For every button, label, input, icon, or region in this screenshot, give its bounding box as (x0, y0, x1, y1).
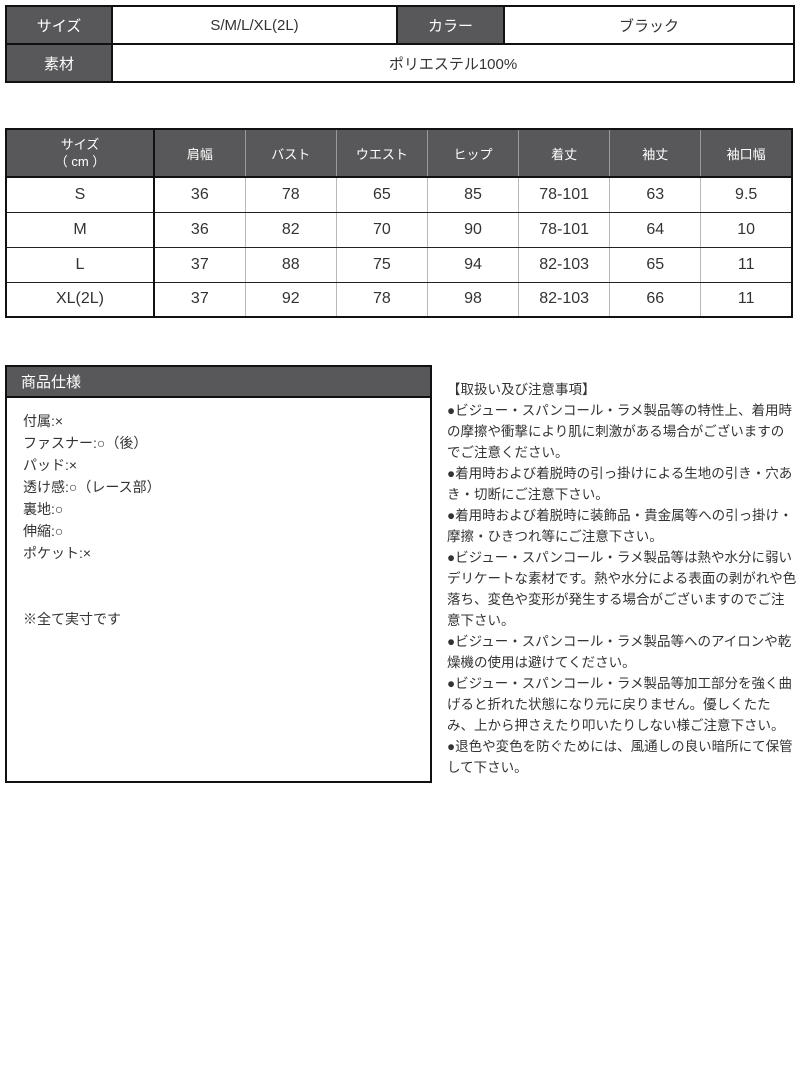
size-chart-cell: 82-103 (518, 281, 611, 318)
size-chart-cell: 65 (335, 176, 428, 213)
spec-item-pad: パッド:× (23, 457, 78, 473)
handling-note-item: ●ビジュー・スパンコール・ラメ製品等は熱や水分に弱いデリケートな素材です。熱や水… (447, 550, 797, 628)
size-chart-cell: 11 (700, 246, 793, 283)
handling-note-item: ●ビジュー・スパンコール・ラメ製品等の特性上、着用時の摩擦や衝撃により肌に刺激が… (447, 403, 792, 460)
size-chart-header-shoulder: 肩幅 (153, 129, 246, 178)
size-chart-row-l: L 37 88 75 94 82-103 65 11 (5, 246, 793, 283)
spec-item-lining: 裏地:○ (23, 501, 64, 517)
info-row-material: 素材 ポリエステル100% (5, 43, 795, 83)
product-info-table: サイズ S/M/L/XL(2L) カラー ブラック 素材 ポリエステル100% (5, 5, 795, 83)
size-chart-cell: S (5, 176, 155, 213)
size-chart-cell: 66 (609, 281, 702, 318)
spec-box-body: 付属:× ファスナー:○（後） パッド:× 透け感:○（レース部） 裏地:○ 伸… (7, 398, 430, 642)
spec-item-zipper: ファスナー:○（後） (23, 435, 148, 451)
size-chart-cell: 36 (153, 211, 246, 248)
handling-notes-title: 【取扱い及び注意事項】 (447, 382, 596, 397)
size-chart-cell: 82 (244, 211, 337, 248)
size-chart-header-sleeve: 袖丈 (609, 129, 702, 178)
info-row-size-color: サイズ S/M/L/XL(2L) カラー ブラック (5, 5, 795, 45)
size-chart-row-s: S 36 78 65 85 78-101 63 9.5 (5, 176, 793, 213)
size-chart-cell: L (5, 246, 155, 283)
size-chart-cell: 78 (244, 176, 337, 213)
material-label-cell: 素材 (5, 43, 113, 83)
size-chart-cell: 37 (153, 246, 246, 283)
spec-item-pocket: ポケット:× (23, 545, 92, 561)
size-chart-cell: 11 (700, 281, 793, 318)
size-chart-cell: 78-101 (518, 211, 611, 248)
product-spec-box: 商品仕様 付属:× ファスナー:○（後） パッド:× 透け感:○（レース部） 裏… (5, 365, 432, 783)
size-chart-table: サイズ （ cm ） 肩幅 バスト ウエスト ヒップ 着丈 袖丈 袖口幅 S 3… (5, 128, 793, 318)
size-chart-cell: 98 (426, 281, 520, 318)
size-label-cell: サイズ (5, 5, 113, 45)
size-chart-header-size-line2: （ cm ） (54, 154, 106, 169)
handling-note-item: ●着用時および着脱時の引っ掛けによる生地の引き・穴あき・切断にご注意下さい。 (447, 466, 793, 502)
size-chart-cell: 78 (335, 281, 428, 318)
handling-notes: 【取扱い及び注意事項】 ●ビジュー・スパンコール・ラメ製品等の特性上、着用時の摩… (447, 379, 797, 778)
color-label-cell: カラー (396, 5, 505, 45)
size-chart-header-row: サイズ （ cm ） 肩幅 バスト ウエスト ヒップ 着丈 袖丈 袖口幅 (5, 129, 793, 178)
size-chart-cell: 64 (609, 211, 702, 248)
size-chart-cell: M (5, 211, 155, 248)
size-chart-cell: 10 (700, 211, 793, 248)
handling-note-item: ●ビジュー・スパンコール・ラメ製品等加工部分を強く曲げると折れた状態になり元に戻… (447, 676, 792, 733)
size-chart-cell: 9.5 (700, 176, 793, 213)
spec-item-sheerness: 透け感:○（レース部） (23, 479, 161, 495)
handling-note-item: ●ビジュー・スパンコール・ラメ製品等へのアイロンや乾燥機の使用は避けてください。 (447, 634, 792, 670)
size-chart-cell: 75 (335, 246, 428, 283)
size-chart-cell: XL(2L) (5, 281, 155, 318)
size-chart-cell: 78-101 (518, 176, 611, 213)
size-value-cell: S/M/L/XL(2L) (111, 5, 398, 45)
size-chart-header-size-cm: サイズ （ cm ） (5, 129, 155, 178)
size-chart-cell: 63 (609, 176, 702, 213)
spec-box-title: 商品仕様 (7, 367, 430, 398)
handling-note-item: ●退色や変色を防ぐためには、風通しの良い暗所にて保管して下さい。 (447, 739, 793, 775)
size-chart-cell: 37 (153, 281, 246, 318)
spec-item-stretch: 伸縮:○ (23, 523, 64, 539)
material-value-cell: ポリエステル100% (111, 43, 795, 83)
handling-note-item: ●着用時および着脱時に装飾品・貴金属等への引っ掛け・摩擦・ひきつれ等にご注意下さ… (447, 508, 793, 544)
size-chart-cell: 94 (426, 246, 520, 283)
spec-measurement-note: ※全て実寸です (23, 611, 121, 627)
size-chart-header-length: 着丈 (518, 129, 611, 178)
size-chart-cell: 65 (609, 246, 702, 283)
size-chart-header-waist: ウエスト (335, 129, 428, 178)
size-chart-row-m: M 36 82 70 90 78-101 64 10 (5, 211, 793, 248)
size-chart-row-xl: XL(2L) 37 92 78 98 82-103 66 11 (5, 281, 793, 318)
spec-item-accessory: 付属:× (23, 413, 64, 429)
size-chart-cell: 70 (335, 211, 428, 248)
size-chart-cell: 82-103 (518, 246, 611, 283)
size-chart-header-size-line1: サイズ (60, 137, 100, 152)
size-chart-cell: 92 (244, 281, 337, 318)
size-chart-cell: 90 (426, 211, 520, 248)
size-chart-header-hip: ヒップ (426, 129, 520, 178)
size-chart-cell: 88 (244, 246, 337, 283)
size-chart-header-bust: バスト (244, 129, 337, 178)
size-chart-cell: 36 (153, 176, 246, 213)
size-chart-cell: 85 (426, 176, 520, 213)
size-chart-header-cuff: 袖口幅 (700, 129, 793, 178)
color-value-cell: ブラック (503, 5, 795, 45)
